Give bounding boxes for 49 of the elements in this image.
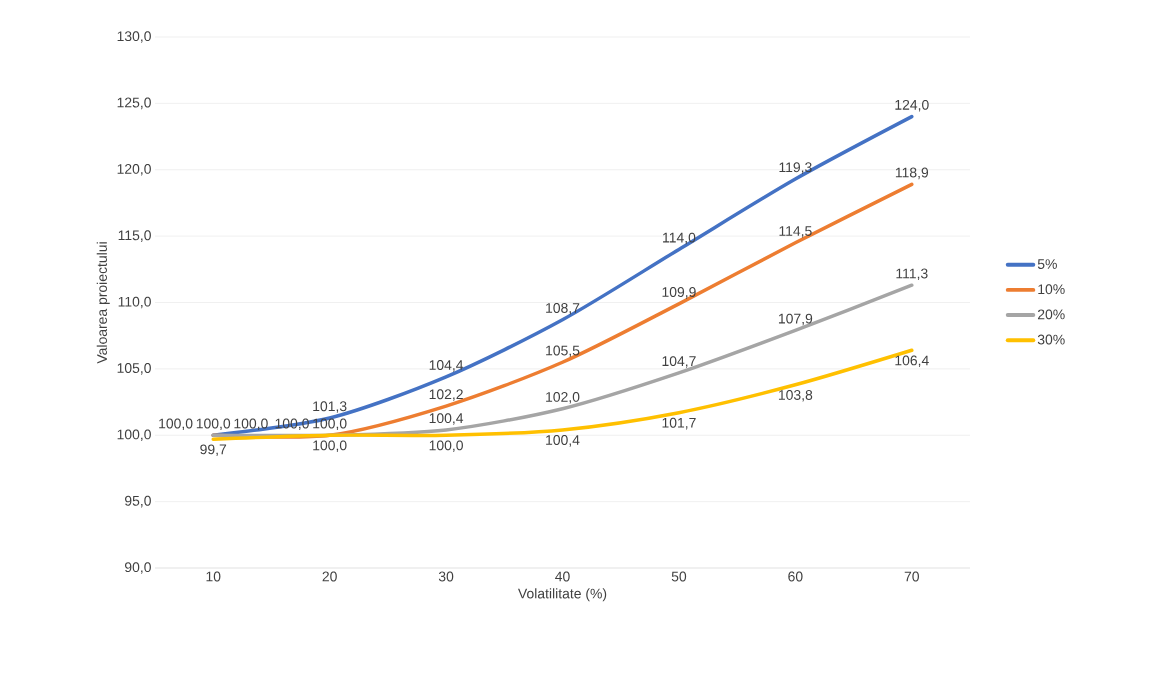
x-tick-label: 70 bbox=[904, 571, 919, 582]
legend-label: 5% bbox=[1037, 259, 1057, 269]
x-tick-label: 10 bbox=[206, 571, 221, 582]
data-label: 103,8 bbox=[778, 389, 813, 402]
y-tick-label: 100,0 bbox=[117, 429, 151, 442]
data-label: 124,0 bbox=[895, 99, 929, 112]
data-label: 105,5 bbox=[546, 345, 580, 358]
x-tick-label: 30 bbox=[438, 571, 454, 582]
y-tick-label: 120,0 bbox=[117, 163, 151, 176]
data-label: 111,3 bbox=[896, 268, 928, 281]
legend-label: 20% bbox=[1037, 309, 1065, 320]
data-label: 99,7 bbox=[200, 444, 227, 456]
data-label: 100,0 bbox=[159, 418, 193, 431]
data-label: 107,9 bbox=[778, 313, 813, 326]
data-label: 100,0 bbox=[429, 440, 463, 452]
y-tick-label: 115,0 bbox=[118, 230, 151, 242]
legend-label: 30% bbox=[1037, 334, 1065, 345]
y-tick-label: 95,0 bbox=[124, 495, 151, 508]
y-tick-label: 125,0 bbox=[117, 97, 151, 110]
data-label: 119,3 bbox=[779, 162, 812, 174]
data-label: 106,4 bbox=[895, 355, 929, 367]
data-label: 100,0 bbox=[196, 418, 231, 431]
data-label: 104,4 bbox=[429, 360, 464, 372]
data-label: 114,5 bbox=[779, 226, 812, 238]
data-label: 101,3 bbox=[313, 401, 347, 413]
y-axis-title: Valoarea proiectului bbox=[96, 242, 110, 364]
data-label: 100,4 bbox=[546, 435, 580, 447]
data-label: 100,0 bbox=[234, 418, 268, 431]
x-axis-title: Volatilitate (%) bbox=[517, 588, 607, 602]
x-tick-label: 60 bbox=[788, 571, 803, 582]
data-label: 102,0 bbox=[546, 391, 580, 404]
data-label: 100,0 bbox=[313, 418, 347, 431]
x-tick-label: 50 bbox=[671, 571, 687, 582]
data-label: 108,7 bbox=[546, 303, 580, 315]
data-label: 118,9 bbox=[895, 167, 929, 180]
data-label: 104,7 bbox=[662, 356, 696, 368]
x-tick-label: 20 bbox=[322, 571, 337, 582]
legend-label: 10% bbox=[1038, 284, 1065, 295]
x-tick-label: 40 bbox=[555, 571, 570, 582]
data-label: 100,4 bbox=[429, 413, 464, 425]
data-label: 101,7 bbox=[662, 417, 696, 430]
y-tick-label: 130,0 bbox=[117, 31, 151, 43]
data-label: 114,0 bbox=[663, 232, 696, 245]
y-tick-label: 90,0 bbox=[124, 562, 151, 574]
data-label: 102,2 bbox=[429, 389, 463, 401]
y-tick-label: 110,0 bbox=[118, 296, 151, 309]
data-label: 109,9 bbox=[662, 287, 696, 299]
y-tick-label: 105,0 bbox=[117, 363, 151, 375]
data-label: 100,0 bbox=[313, 440, 347, 452]
